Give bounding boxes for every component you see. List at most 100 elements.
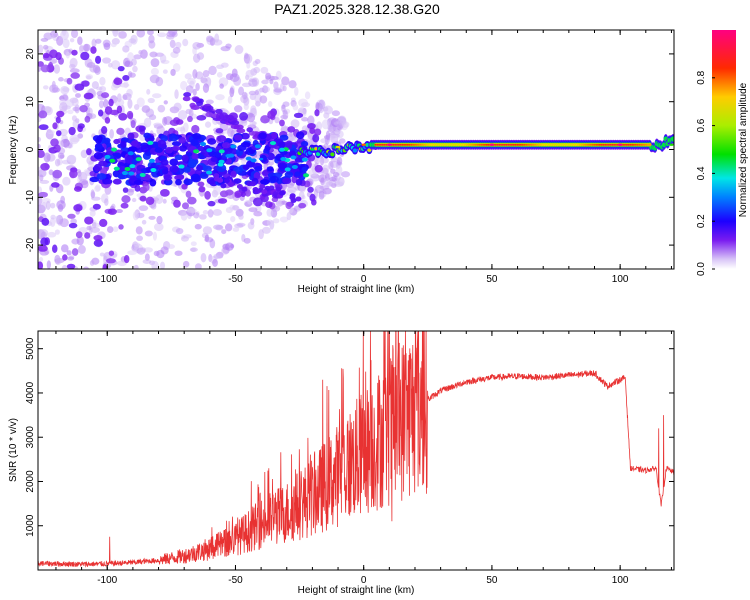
spectrogram-cell	[146, 88, 151, 95]
spectrogram-cell	[118, 224, 124, 230]
spectrogram-cell	[272, 218, 280, 224]
spectrogram-cell	[181, 154, 189, 162]
spectrogram-cell	[60, 30, 69, 41]
spectrogram-cell	[190, 138, 199, 146]
spectrogram-cell	[228, 153, 235, 158]
spectrogram-cell	[86, 148, 92, 156]
spectrogram-cell	[210, 157, 218, 163]
spectrogram-cell	[270, 132, 278, 140]
spectrogram-cell	[110, 42, 117, 48]
spectrogram-cell	[76, 236, 84, 246]
spectrogram-cell	[96, 144, 103, 150]
spectrogram-cell	[39, 179, 50, 184]
snr-y-tick-label: 4000	[25, 381, 36, 404]
spectrogram-cell	[171, 141, 182, 147]
spectrogram-cell	[240, 119, 248, 127]
figure-title: PAZ1.2025.328.12.38.G20	[274, 1, 440, 17]
spectrogram-cell	[69, 169, 78, 179]
spectrogram-cell	[96, 173, 107, 180]
spectrogram-cell	[109, 129, 115, 139]
spectrogram-cell	[190, 241, 197, 247]
spectrogram-cell	[387, 143, 392, 146]
spectrogram-cell	[339, 138, 346, 144]
spectrogram-cell	[99, 76, 106, 86]
spectrogram-cell	[178, 164, 185, 169]
spectrogram-cell	[109, 158, 116, 163]
spectrogram-cell	[102, 264, 108, 269]
spectrogram-cell	[267, 110, 276, 120]
spectrogram-cell	[321, 119, 330, 130]
spectrogram-cell	[303, 173, 310, 178]
spectrogram-cell	[54, 229, 60, 235]
spectrogram-cell	[245, 156, 252, 161]
spectrogram-cell	[70, 30, 79, 39]
spectrogram-cell	[181, 202, 189, 210]
spectrogram-cell	[132, 210, 139, 221]
colorbar-ticks: 0.0 0.2 0.4 0.6 0.8	[696, 70, 715, 276]
spectrogram-cell	[274, 116, 280, 124]
spectrogram-cell	[202, 165, 212, 172]
spectrogram-cell	[38, 110, 48, 119]
spectrogram-cell	[68, 126, 76, 136]
spectrogram-cell	[116, 105, 123, 114]
spectrogram-cell	[213, 176, 220, 182]
spectrogram-cell	[335, 180, 344, 186]
spectrogram-cell	[40, 237, 49, 247]
spectrogram-cell	[200, 252, 207, 263]
spectrogram-cell	[86, 225, 92, 231]
spectrogram-cell	[282, 177, 292, 185]
spectrogram-cell	[174, 250, 183, 256]
spectrogram-cell	[352, 148, 358, 153]
spectrogram-cell	[190, 173, 201, 182]
spectrogram-cell	[314, 109, 320, 117]
spectrogram-cell	[112, 152, 122, 159]
spectrogram-cell	[269, 79, 274, 85]
spectrogram-cell	[295, 178, 303, 186]
spectrogram-cell	[127, 188, 135, 193]
spectrogram-cell	[42, 52, 50, 59]
spectrogram-cell	[186, 196, 197, 205]
spectrogram-cell	[190, 104, 201, 110]
colorbar-tick-label: 0.8	[696, 70, 707, 84]
spectrogram-cell	[193, 149, 200, 154]
spectrogram-cell	[174, 89, 179, 100]
spectrogram-cell	[253, 211, 263, 217]
spectrogram-cell	[301, 166, 308, 173]
spectrogram-cell	[153, 250, 160, 257]
spectrogram-cell	[91, 221, 97, 229]
spectrogram-cell	[66, 77, 73, 85]
spectrogram-cell	[65, 51, 70, 59]
spectrogram-cell	[71, 97, 79, 107]
spectrogram-cell	[148, 215, 156, 220]
spectrogram-cell	[207, 209, 214, 218]
spectrogram-cell	[261, 79, 269, 85]
spectrogram-cell	[213, 224, 223, 230]
spectrogram-cell	[62, 38, 70, 49]
spectrogram-x-tick-label: -50	[228, 274, 243, 285]
spectrogram-cell	[95, 137, 102, 144]
spectrogram-cell	[236, 222, 246, 227]
spectrogram-cell	[254, 144, 261, 149]
spectrogram-cell	[259, 179, 270, 185]
spectrogram-cell	[204, 236, 214, 243]
spectrogram-cell	[231, 120, 240, 126]
spectrogram-cell	[233, 124, 244, 130]
spectrogram-cell	[123, 255, 130, 264]
spectrogram-cell	[107, 208, 117, 215]
spectrogram-cell	[192, 53, 201, 63]
spectrogram-cell	[78, 245, 86, 254]
spectrogram-cell	[307, 136, 312, 145]
spectrogram-cell	[79, 45, 85, 52]
spectrogram-cell	[237, 144, 247, 152]
spectrogram-cell	[145, 108, 155, 118]
spectrogram-cell	[156, 215, 163, 225]
spectrogram-cell	[99, 218, 108, 228]
spectrogram-cell	[147, 97, 155, 104]
spectrogram-cell	[205, 99, 214, 105]
spectrogram-cell	[115, 208, 123, 214]
spectrogram-cell	[44, 34, 55, 40]
spectrogram-cell	[206, 170, 213, 175]
spectrogram-cell	[140, 144, 150, 153]
spectrogram-cell	[72, 106, 80, 112]
